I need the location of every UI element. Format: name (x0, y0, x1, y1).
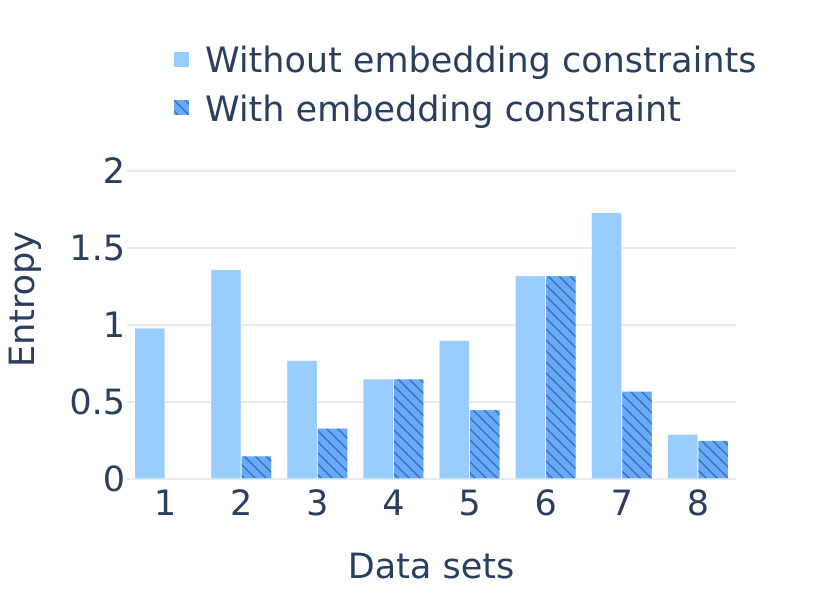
x-tick-label: 7 (611, 484, 633, 524)
y-axis-label: Entropy (3, 231, 43, 367)
bar-series-1-cat-6 (514, 275, 547, 480)
x-tick-label: 1 (154, 484, 176, 524)
x-tick-label: 5 (458, 484, 480, 524)
y-tick-label: 2 (103, 152, 125, 192)
bar-series-2-cat-7 (621, 390, 653, 480)
bar-series-2-cat-2 (240, 455, 273, 480)
bar-series-2-cat-5 (469, 409, 501, 480)
legend-swatch-series-1 (174, 52, 189, 67)
legend: Without embedding constraints With embed… (174, 41, 756, 130)
bar-series-1-cat-8 (667, 433, 699, 480)
x-axis-label: Data sets (348, 547, 514, 587)
y-tick-label: 1 (103, 306, 125, 346)
bar-series-1-cat-4 (362, 378, 394, 480)
y-tick-label: 1.5 (69, 229, 125, 269)
bar-series-2-cat-6 (545, 275, 577, 480)
x-tick-label: 2 (230, 484, 252, 524)
axes: 0 0.5 1 1.5 2 1 2 3 4 5 6 7 8 (69, 152, 736, 524)
y-tick-label: 0.5 (69, 383, 125, 423)
x-tick-label: 4 (382, 484, 404, 524)
x-tick-label: 8 (687, 484, 709, 524)
bar-series-1-cat-2 (210, 269, 242, 480)
y-tick-label: 0 (103, 460, 125, 500)
bar-series-2-cat-8 (697, 440, 729, 480)
bar-series-1-cat-3 (286, 360, 318, 480)
bar-series-1-cat-7 (590, 212, 623, 480)
bar-series-1-cat-1 (134, 327, 166, 480)
legend-swatch-series-2 (174, 100, 189, 115)
x-tick-label: 6 (535, 484, 557, 524)
bar-series-2-cat-4 (393, 378, 425, 480)
bars (134, 212, 729, 480)
legend-label-series-1: Without embedding constraints (205, 41, 756, 81)
x-tick-label: 3 (306, 484, 328, 524)
bar-series-1-cat-5 (438, 339, 470, 480)
bar-series-2-cat-3 (316, 427, 349, 480)
legend-label-series-2: With embedding constraint (205, 90, 681, 130)
